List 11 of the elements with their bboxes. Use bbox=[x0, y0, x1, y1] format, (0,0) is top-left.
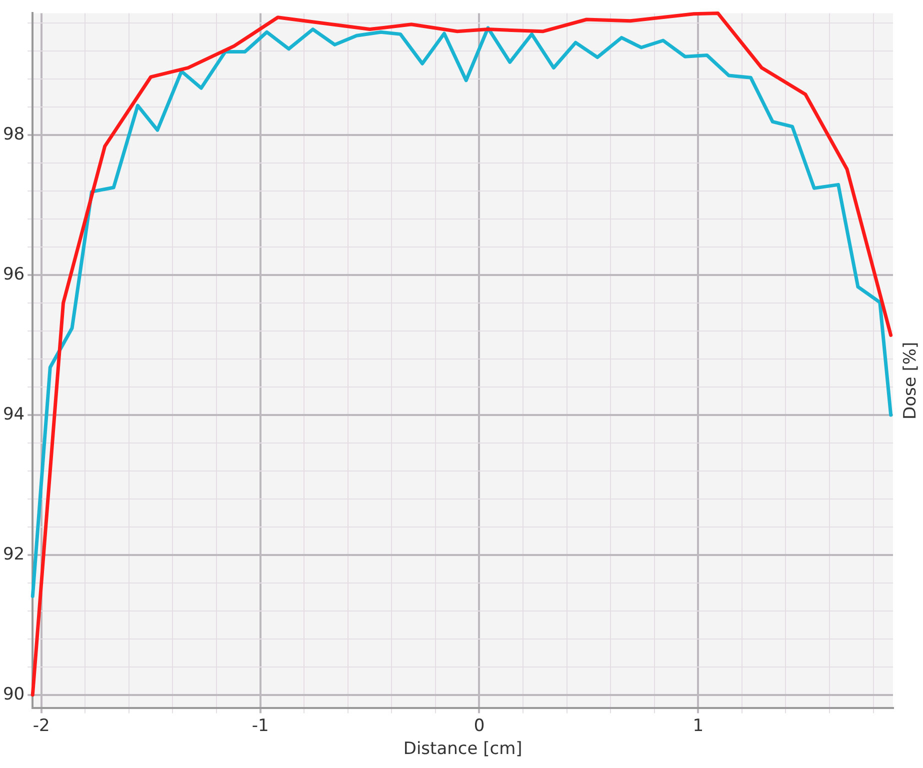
x-tick-label: 1 bbox=[692, 716, 704, 736]
x-tick-label: 0 bbox=[474, 716, 485, 736]
x-axis-title: Distance [cm] bbox=[403, 739, 522, 760]
x-tick-label: -2 bbox=[32, 716, 50, 736]
y-axis-title: Dose [%] bbox=[900, 342, 920, 420]
y-tick-label: 94 bbox=[2, 404, 25, 424]
y-tick-label: 92 bbox=[2, 544, 25, 564]
y-tick-label: 98 bbox=[2, 124, 25, 144]
x-tick-label: -1 bbox=[252, 716, 269, 736]
y-tick-label: 90 bbox=[2, 684, 25, 704]
y-tick-label: 96 bbox=[2, 264, 25, 284]
